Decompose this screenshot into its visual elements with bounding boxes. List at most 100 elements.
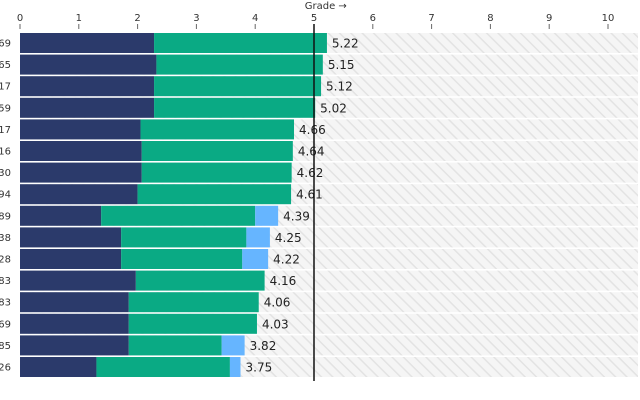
bar-segment-2 xyxy=(154,33,327,53)
bar-row: 69 4.03 xyxy=(0,313,638,334)
bar-segment-1 xyxy=(20,249,122,269)
total-value-label: 4.61 xyxy=(296,188,323,202)
x-axis-title: Grade → xyxy=(305,1,347,12)
bar-row: 28 4.22 xyxy=(0,249,638,269)
bar-segment-2 xyxy=(137,184,292,205)
bar-segment-1 xyxy=(20,292,129,313)
x-axis: 0 1 2 3 4 5 6 7 8 9 10 xyxy=(17,13,615,29)
bar-segment-3 xyxy=(221,335,245,356)
bar-segment-1 xyxy=(20,227,122,248)
total-value-label: 4.16 xyxy=(270,274,297,288)
row-label: 28 xyxy=(0,255,11,266)
bar-row: 69 5.22 xyxy=(0,33,638,53)
bar-segment-1 xyxy=(20,119,141,140)
total-value-label: 4.06 xyxy=(264,296,291,310)
row-label: 83 xyxy=(0,298,11,309)
x-tick-label: 0 xyxy=(17,13,23,24)
bar-segment-1 xyxy=(20,270,136,291)
row-label: 83 xyxy=(0,276,11,287)
bar-segment-2 xyxy=(154,97,316,118)
bar-row: 26 3.75 xyxy=(0,357,638,377)
row-label: 30 xyxy=(0,168,11,179)
bar-segment-2 xyxy=(128,292,259,313)
bar-row: 83 4.06 xyxy=(0,292,638,313)
x-tick-label: 8 xyxy=(487,13,493,24)
total-value-label: 3.75 xyxy=(246,361,273,375)
x-tick-label: 10 xyxy=(602,13,615,24)
row-label: 85 xyxy=(0,341,11,352)
bar-segment-2 xyxy=(101,205,256,226)
row-label: 26 xyxy=(0,363,11,374)
row-label: 89 xyxy=(0,211,11,222)
bar-segment-2 xyxy=(141,162,292,183)
row-label: 16 xyxy=(0,147,11,158)
total-value-label: 4.66 xyxy=(299,123,326,137)
total-value-label: 5.12 xyxy=(326,80,353,94)
bar-segment-1 xyxy=(20,76,155,97)
bar-segment-2 xyxy=(128,335,222,356)
bar-segment-2 xyxy=(135,270,265,291)
bar-segment-1 xyxy=(20,313,129,334)
bar-row: 85 3.82 xyxy=(0,335,638,356)
x-tick-label: 4 xyxy=(252,13,258,24)
total-value-label: 4.64 xyxy=(298,145,325,159)
bar-segment-1 xyxy=(20,357,97,377)
bar-segment-2 xyxy=(121,227,247,248)
x-tick-label: 3 xyxy=(193,13,199,24)
row-label: 94 xyxy=(0,190,11,201)
bar-row: 89 4.39 xyxy=(0,205,638,226)
bar-segment-2 xyxy=(128,313,257,334)
bar-segment-2 xyxy=(156,54,323,75)
total-value-label: 5.15 xyxy=(328,58,355,72)
bar-row: 65 5.15 xyxy=(0,54,638,75)
bar-segment-1 xyxy=(20,184,138,205)
total-value-label: 4.22 xyxy=(273,253,300,267)
bar-row: 94 4.61 xyxy=(0,184,638,205)
row-label: 69 xyxy=(0,319,11,330)
row-label: 17 xyxy=(0,125,11,136)
row-label: 69 xyxy=(0,39,11,50)
row-label: 59 xyxy=(0,103,11,114)
bar-row: 38 4.25 xyxy=(0,227,638,248)
bar-segment-2 xyxy=(121,249,243,269)
bar-segment-2 xyxy=(96,357,230,377)
x-tick-label: 5 xyxy=(311,13,317,24)
bar-segment-1 xyxy=(20,162,142,183)
total-value-label: 3.82 xyxy=(250,339,277,353)
bar-segment-1 xyxy=(20,54,157,75)
bar-row: 17 5.12 xyxy=(0,76,638,97)
bar-row: 17 4.66 xyxy=(0,119,638,140)
bar-segment-2 xyxy=(140,119,295,140)
bar-segment-3 xyxy=(242,249,269,269)
x-tick-label: 6 xyxy=(370,13,376,24)
bar-row: 30 4.62 xyxy=(0,162,638,183)
bar-segment-1 xyxy=(20,335,129,356)
x-tick-label: 2 xyxy=(134,13,140,24)
bar-segment-2 xyxy=(141,141,293,161)
bar-row: 16 4.64 xyxy=(0,141,638,161)
row-label: 65 xyxy=(0,60,11,71)
bar-segment-1 xyxy=(20,141,142,161)
bar-segment-2 xyxy=(154,76,322,97)
bar-segment-1 xyxy=(20,97,155,118)
bar-row: 83 4.16 xyxy=(0,270,638,291)
total-value-label: 4.03 xyxy=(262,317,289,331)
row-label: 38 xyxy=(0,233,11,244)
total-value-label: 4.25 xyxy=(275,231,302,245)
total-value-label: 5.22 xyxy=(332,37,359,51)
bar-segment-3 xyxy=(229,357,241,377)
bar-segment-3 xyxy=(255,205,279,226)
total-value-label: 4.62 xyxy=(297,166,324,180)
bar-row: 59 5.02 xyxy=(0,97,638,118)
bar-segment-1 xyxy=(20,33,155,53)
total-value-label: 4.39 xyxy=(283,209,310,223)
bar-segment-3 xyxy=(246,227,270,248)
x-tick-label: 7 xyxy=(428,13,434,24)
x-tick-label: 1 xyxy=(76,13,82,24)
row-label: 17 xyxy=(0,82,11,93)
total-value-label: 5.02 xyxy=(320,101,347,115)
bar-segment-1 xyxy=(20,205,102,226)
x-tick-label: 9 xyxy=(546,13,552,24)
